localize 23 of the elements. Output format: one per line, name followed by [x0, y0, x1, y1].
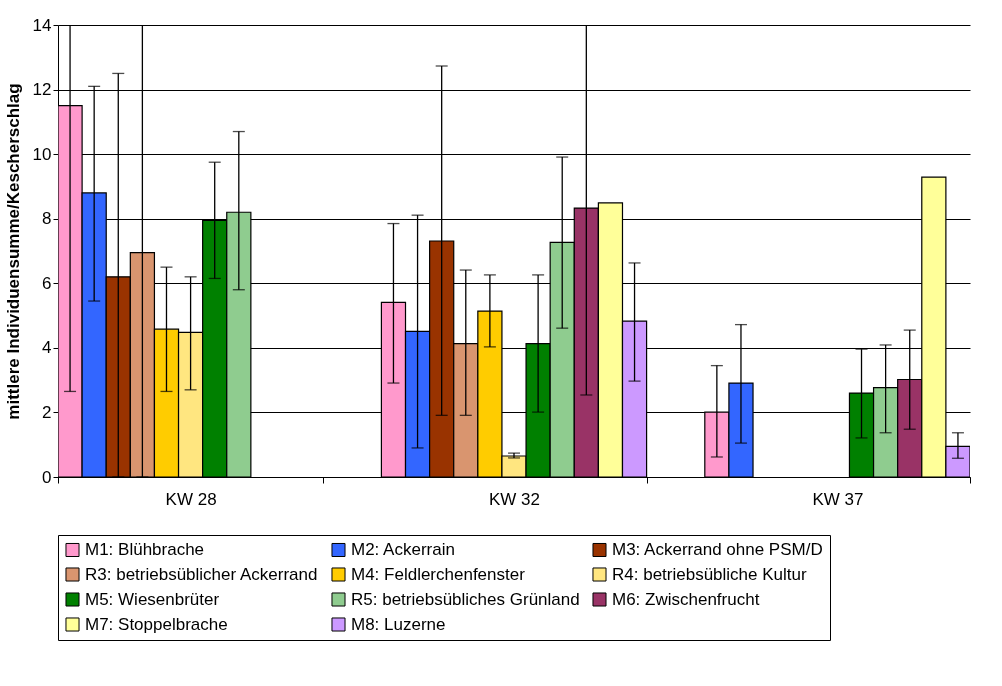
y-tick-label: 10 [32, 144, 52, 164]
legend-label: R5: betriebsübliches Grünland [351, 589, 580, 609]
legend-label: R4: betriebsübliche Kultur [612, 564, 807, 584]
legend-label: R3: betriebsüblicher Ackerrand [85, 564, 318, 584]
x-tick-label: KW 28 [165, 489, 217, 509]
legend-label: M1: Blühbrache [85, 539, 205, 559]
x-tick-label: KW 37 [812, 489, 864, 509]
y-tick-label: 14 [32, 15, 52, 35]
legend-label: M2: Ackerrain [351, 539, 455, 559]
y-tick-label: 0 [42, 467, 52, 487]
legend-label: M7: Stoppelbrache [85, 614, 228, 634]
legend-label: M5: Wiesenbrüter [85, 589, 220, 609]
y-tick-label: 8 [42, 209, 52, 229]
x-tick-label: KW 32 [488, 489, 541, 509]
legend-label: M4: Feldlerchenfenster [351, 564, 526, 584]
legend-label: M3: Ackerrand ohne PSM/D [612, 539, 823, 559]
y-tick-label: 2 [42, 402, 52, 422]
y-tick-label: 12 [32, 80, 52, 100]
y-axis-title: mittlere Individuensumme/Kescherschlag [3, 83, 23, 420]
y-tick-label: 6 [42, 273, 52, 293]
y-tick-label: 4 [42, 338, 52, 358]
legend-label: M8: Luzerne [351, 614, 446, 634]
legend-label: M6: Zwischenfrucht [612, 589, 760, 609]
